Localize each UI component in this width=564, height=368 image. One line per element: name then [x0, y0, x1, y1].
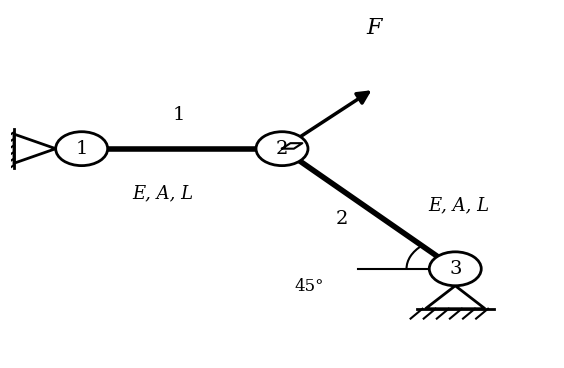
Text: E, A, L: E, A, L	[133, 184, 193, 202]
Text: 45°: 45°	[294, 278, 324, 295]
Text: F: F	[366, 17, 382, 39]
Text: 1: 1	[76, 140, 88, 158]
Circle shape	[256, 132, 308, 166]
Text: 2: 2	[276, 140, 288, 158]
Text: E, A, L: E, A, L	[428, 196, 490, 214]
Text: 1: 1	[173, 106, 186, 124]
Text: 2: 2	[336, 210, 348, 228]
Text: 3: 3	[449, 260, 461, 278]
Circle shape	[56, 132, 108, 166]
Circle shape	[429, 252, 481, 286]
